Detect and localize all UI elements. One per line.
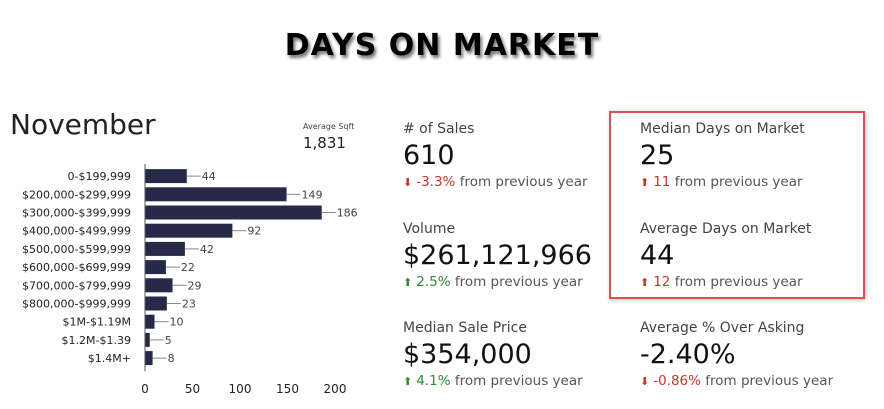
arrow-up-icon: ⬆ <box>640 276 650 289</box>
stat-avg-dom-change-text: from previous year <box>674 274 803 290</box>
category-label: 0-$199,999 <box>68 170 131 183</box>
stat-over-asking: Average % Over Asking -2.40% ⬇ -0.86% fro… <box>640 320 833 389</box>
stat-over-asking-label: Average % Over Asking <box>640 320 805 336</box>
average-sqft-label: Average Sqft <box>303 122 355 131</box>
stat-sales-change-value: -3.3% <box>416 174 456 190</box>
stat-median-price: Median Sale Price $354,000 ⬆ 4.1% from pr… <box>403 320 583 389</box>
arrow-up-icon: ⬆ <box>640 176 650 189</box>
data-label: 5 <box>165 334 172 347</box>
stat-median-price-change: ⬆ 4.1% from previous year <box>403 373 583 389</box>
data-label: 22 <box>181 261 195 274</box>
bar <box>145 187 287 202</box>
stat-avg-dom-change-value: 12 <box>653 274 671 290</box>
bar <box>145 205 322 220</box>
bar <box>145 332 150 347</box>
bar <box>145 260 166 275</box>
x-tick-label: 150 <box>276 382 299 395</box>
stat-avg-dom: Average Days on Market 44 ⬆ 12 from previ… <box>640 221 811 290</box>
category-label: $600,000-$699,999 <box>22 261 131 274</box>
stat-volume-value: $261,121,966 <box>403 240 592 271</box>
stat-sales-value: 610 <box>403 140 455 171</box>
average-sqft-value: 1,831 <box>303 134 346 152</box>
data-label: 92 <box>247 225 261 238</box>
stat-median-price-change-text: from previous year <box>454 373 583 389</box>
stat-sales: # of Sales 610 ⬇ -3.3% from previous year <box>403 121 588 190</box>
arrow-down-icon: ⬇ <box>640 375 650 388</box>
stat-volume-change-value: 2.5% <box>416 274 451 290</box>
category-label: $800,000-$999,999 <box>22 298 131 311</box>
arrow-up-icon: ⬆ <box>403 375 413 388</box>
data-label: 29 <box>188 279 202 292</box>
page-title: DAYS ON MARKET <box>284 28 600 63</box>
x-tick-label: 100 <box>229 382 252 395</box>
stat-median-dom: Median Days on Market 25 ⬆ 11 from previo… <box>640 121 805 190</box>
stat-median-price-value: $354,000 <box>403 339 532 370</box>
bar <box>145 223 233 238</box>
category-label: $1M-$1.19M <box>63 316 131 329</box>
stat-median-dom-change-text: from previous year <box>674 174 803 190</box>
stat-over-asking-value: -2.40% <box>640 339 736 370</box>
highlight-box <box>609 111 865 299</box>
stat-over-asking-change-text: from previous year <box>705 373 834 389</box>
stat-median-dom-value: 25 <box>640 140 675 171</box>
stat-median-price-label: Median Sale Price <box>403 320 527 336</box>
bar <box>145 278 173 293</box>
stat-volume: Volume $261,121,966 ⬆ 2.5% from previous … <box>403 221 592 290</box>
data-label: 23 <box>182 298 196 311</box>
x-tick-label: 200 <box>324 382 347 395</box>
stat-over-asking-change-value: -0.86% <box>653 373 701 389</box>
bar <box>145 314 155 329</box>
arrow-up-icon: ⬆ <box>403 276 413 289</box>
category-label: $300,000-$399,999 <box>22 207 131 220</box>
month-label: November <box>10 108 156 141</box>
stat-volume-change-text: from previous year <box>454 274 583 290</box>
stat-sales-change: ⬇ -3.3% from previous year <box>403 174 588 190</box>
category-label: $1.2M-$1.39 <box>62 334 131 347</box>
category-label: $400,000-$499,999 <box>22 225 131 238</box>
data-label: 149 <box>302 188 323 201</box>
bar <box>145 241 185 256</box>
category-label: $700,000-$799,999 <box>22 279 131 292</box>
stat-median-dom-change-value: 11 <box>653 174 671 190</box>
data-label: 44 <box>202 170 216 183</box>
category-label: $1.4M+ <box>88 352 131 365</box>
x-tick-label: 50 <box>185 382 200 395</box>
price-range-bar-chart: 0-$199,999 44 $200,000-$299,999 149 $300,000… <box>22 164 358 395</box>
category-label: $500,000-$599,999 <box>22 243 131 256</box>
stat-volume-label: Volume <box>403 221 456 237</box>
stat-sales-change-text: from previous year <box>459 174 588 190</box>
stat-median-dom-label: Median Days on Market <box>640 121 805 137</box>
data-label: 186 <box>337 207 358 220</box>
stat-avg-dom-label: Average Days on Market <box>640 221 812 237</box>
x-tick-label: 0 <box>141 382 149 395</box>
stat-volume-change: ⬆ 2.5% from previous year <box>403 274 592 290</box>
stat-sales-label: # of Sales <box>403 121 475 137</box>
bar <box>145 169 187 184</box>
stat-avg-dom-change: ⬆ 12 from previous year <box>640 274 811 290</box>
data-label: 8 <box>168 352 175 365</box>
stat-avg-dom-value: 44 <box>640 240 675 271</box>
bar <box>145 351 153 366</box>
stat-over-asking-change: ⬇ -0.86% from previous year <box>640 373 833 389</box>
data-label: 10 <box>170 316 184 329</box>
arrow-down-icon: ⬇ <box>403 176 413 189</box>
bar <box>145 296 167 311</box>
stat-median-dom-change: ⬆ 11 from previous year <box>640 174 805 190</box>
data-label: 42 <box>200 243 214 256</box>
category-label: $200,000-$299,999 <box>22 188 131 201</box>
stat-median-price-change-value: 4.1% <box>416 373 451 389</box>
